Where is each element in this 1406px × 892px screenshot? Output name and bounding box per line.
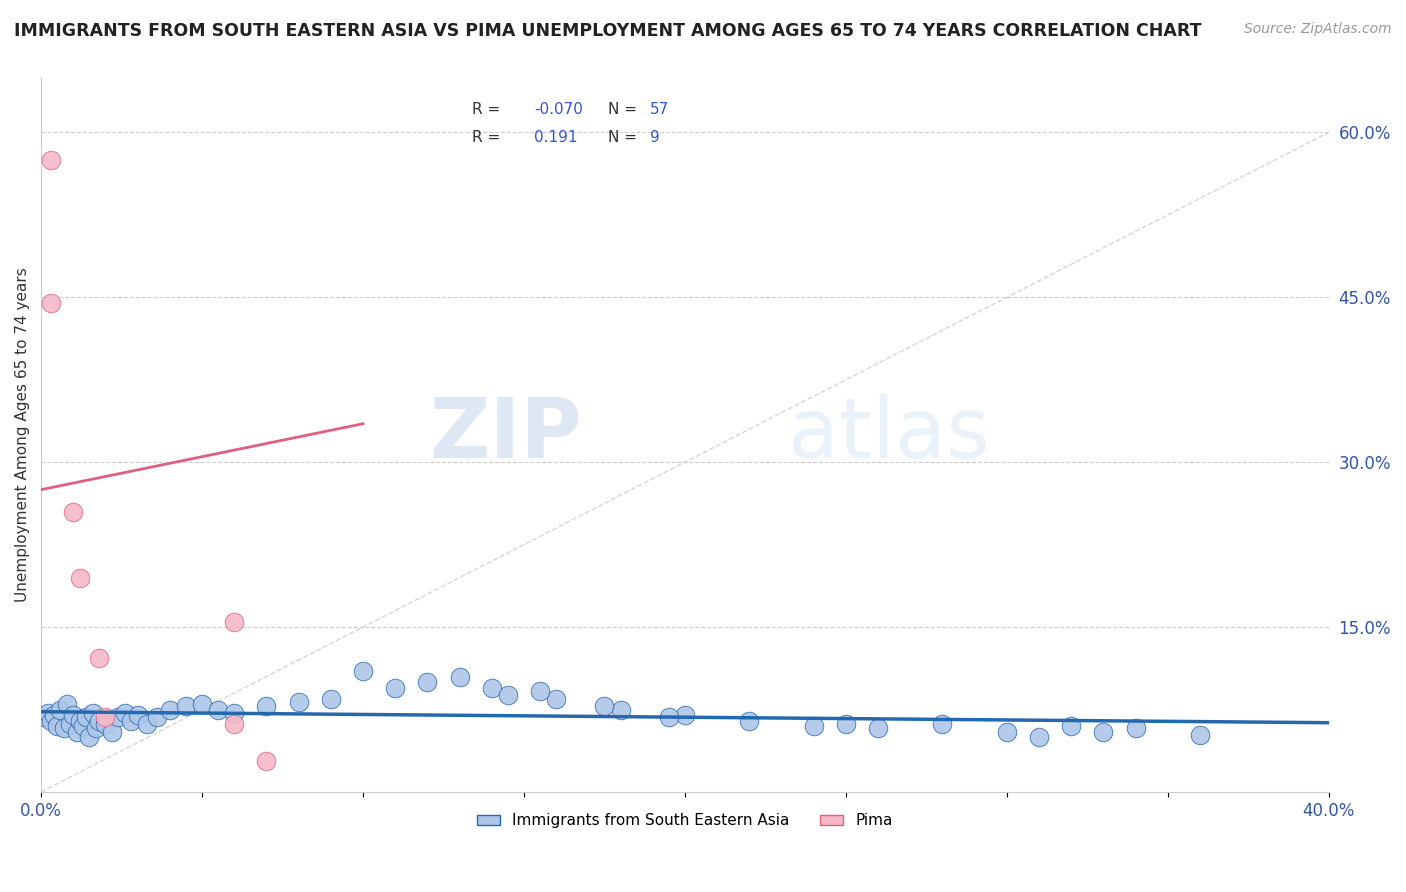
Point bbox=[65, 724, 87, 739]
Point bbox=[174, 699, 197, 714]
Point bbox=[52, 721, 75, 735]
Point bbox=[529, 683, 551, 698]
Point bbox=[49, 702, 72, 716]
Point bbox=[496, 688, 519, 702]
Point bbox=[84, 721, 107, 735]
Point bbox=[37, 706, 59, 720]
Point bbox=[39, 295, 62, 310]
Point bbox=[868, 721, 890, 735]
Point bbox=[1028, 730, 1050, 744]
Text: 0.191: 0.191 bbox=[534, 130, 578, 145]
Text: ZIP: ZIP bbox=[429, 394, 582, 475]
Point bbox=[256, 699, 278, 714]
Point bbox=[449, 669, 471, 683]
Text: 9: 9 bbox=[650, 130, 659, 145]
Point bbox=[224, 716, 246, 731]
Y-axis label: Unemployment Among Ages 65 to 74 years: Unemployment Among Ages 65 to 74 years bbox=[15, 268, 30, 602]
Point bbox=[609, 702, 631, 716]
Point bbox=[352, 664, 374, 678]
Point bbox=[738, 714, 761, 728]
Point bbox=[159, 702, 181, 716]
Point bbox=[39, 714, 62, 728]
Legend: Immigrants from South Eastern Asia, Pima: Immigrants from South Eastern Asia, Pima bbox=[471, 807, 898, 834]
Point bbox=[107, 710, 129, 724]
Point bbox=[62, 708, 84, 723]
Text: R =: R = bbox=[472, 130, 501, 145]
Point bbox=[127, 708, 149, 723]
Text: -0.070: -0.070 bbox=[534, 102, 583, 117]
Point bbox=[79, 730, 101, 744]
Point bbox=[416, 675, 439, 690]
Point bbox=[94, 716, 117, 731]
Point bbox=[136, 716, 159, 731]
Point bbox=[94, 710, 117, 724]
Point bbox=[658, 710, 681, 724]
Point bbox=[1188, 728, 1211, 742]
Point bbox=[287, 695, 309, 709]
Text: N =: N = bbox=[607, 130, 637, 145]
Point bbox=[1125, 721, 1147, 735]
Point bbox=[34, 710, 56, 724]
Text: 57: 57 bbox=[650, 102, 669, 117]
Point bbox=[39, 153, 62, 167]
Text: atlas: atlas bbox=[787, 394, 990, 475]
Point bbox=[191, 697, 214, 711]
Point bbox=[72, 719, 94, 733]
Point bbox=[59, 716, 82, 731]
Point bbox=[995, 724, 1018, 739]
Point bbox=[75, 710, 97, 724]
Point bbox=[931, 716, 953, 731]
Point bbox=[56, 697, 79, 711]
Point bbox=[256, 754, 278, 768]
Point bbox=[69, 571, 91, 585]
Point bbox=[62, 505, 84, 519]
Point bbox=[673, 708, 696, 723]
Text: R =: R = bbox=[472, 102, 501, 117]
Point bbox=[114, 706, 136, 720]
Point bbox=[120, 714, 142, 728]
Point bbox=[46, 719, 69, 733]
Point bbox=[82, 706, 104, 720]
Text: N =: N = bbox=[607, 102, 637, 117]
Point bbox=[87, 651, 110, 665]
Point bbox=[42, 708, 65, 723]
Point bbox=[1060, 719, 1083, 733]
Text: Source: ZipAtlas.com: Source: ZipAtlas.com bbox=[1244, 22, 1392, 37]
Point bbox=[101, 724, 124, 739]
Point bbox=[87, 714, 110, 728]
Point bbox=[207, 702, 229, 716]
Point bbox=[146, 710, 169, 724]
Point bbox=[1092, 724, 1115, 739]
Point bbox=[546, 691, 568, 706]
Point bbox=[384, 681, 406, 695]
Point bbox=[593, 699, 616, 714]
Point bbox=[835, 716, 858, 731]
Point bbox=[69, 714, 91, 728]
Point bbox=[803, 719, 825, 733]
Point bbox=[319, 691, 342, 706]
Point bbox=[481, 681, 503, 695]
Text: IMMIGRANTS FROM SOUTH EASTERN ASIA VS PIMA UNEMPLOYMENT AMONG AGES 65 TO 74 YEAR: IMMIGRANTS FROM SOUTH EASTERN ASIA VS PI… bbox=[14, 22, 1202, 40]
Point bbox=[224, 615, 246, 629]
Point bbox=[224, 706, 246, 720]
